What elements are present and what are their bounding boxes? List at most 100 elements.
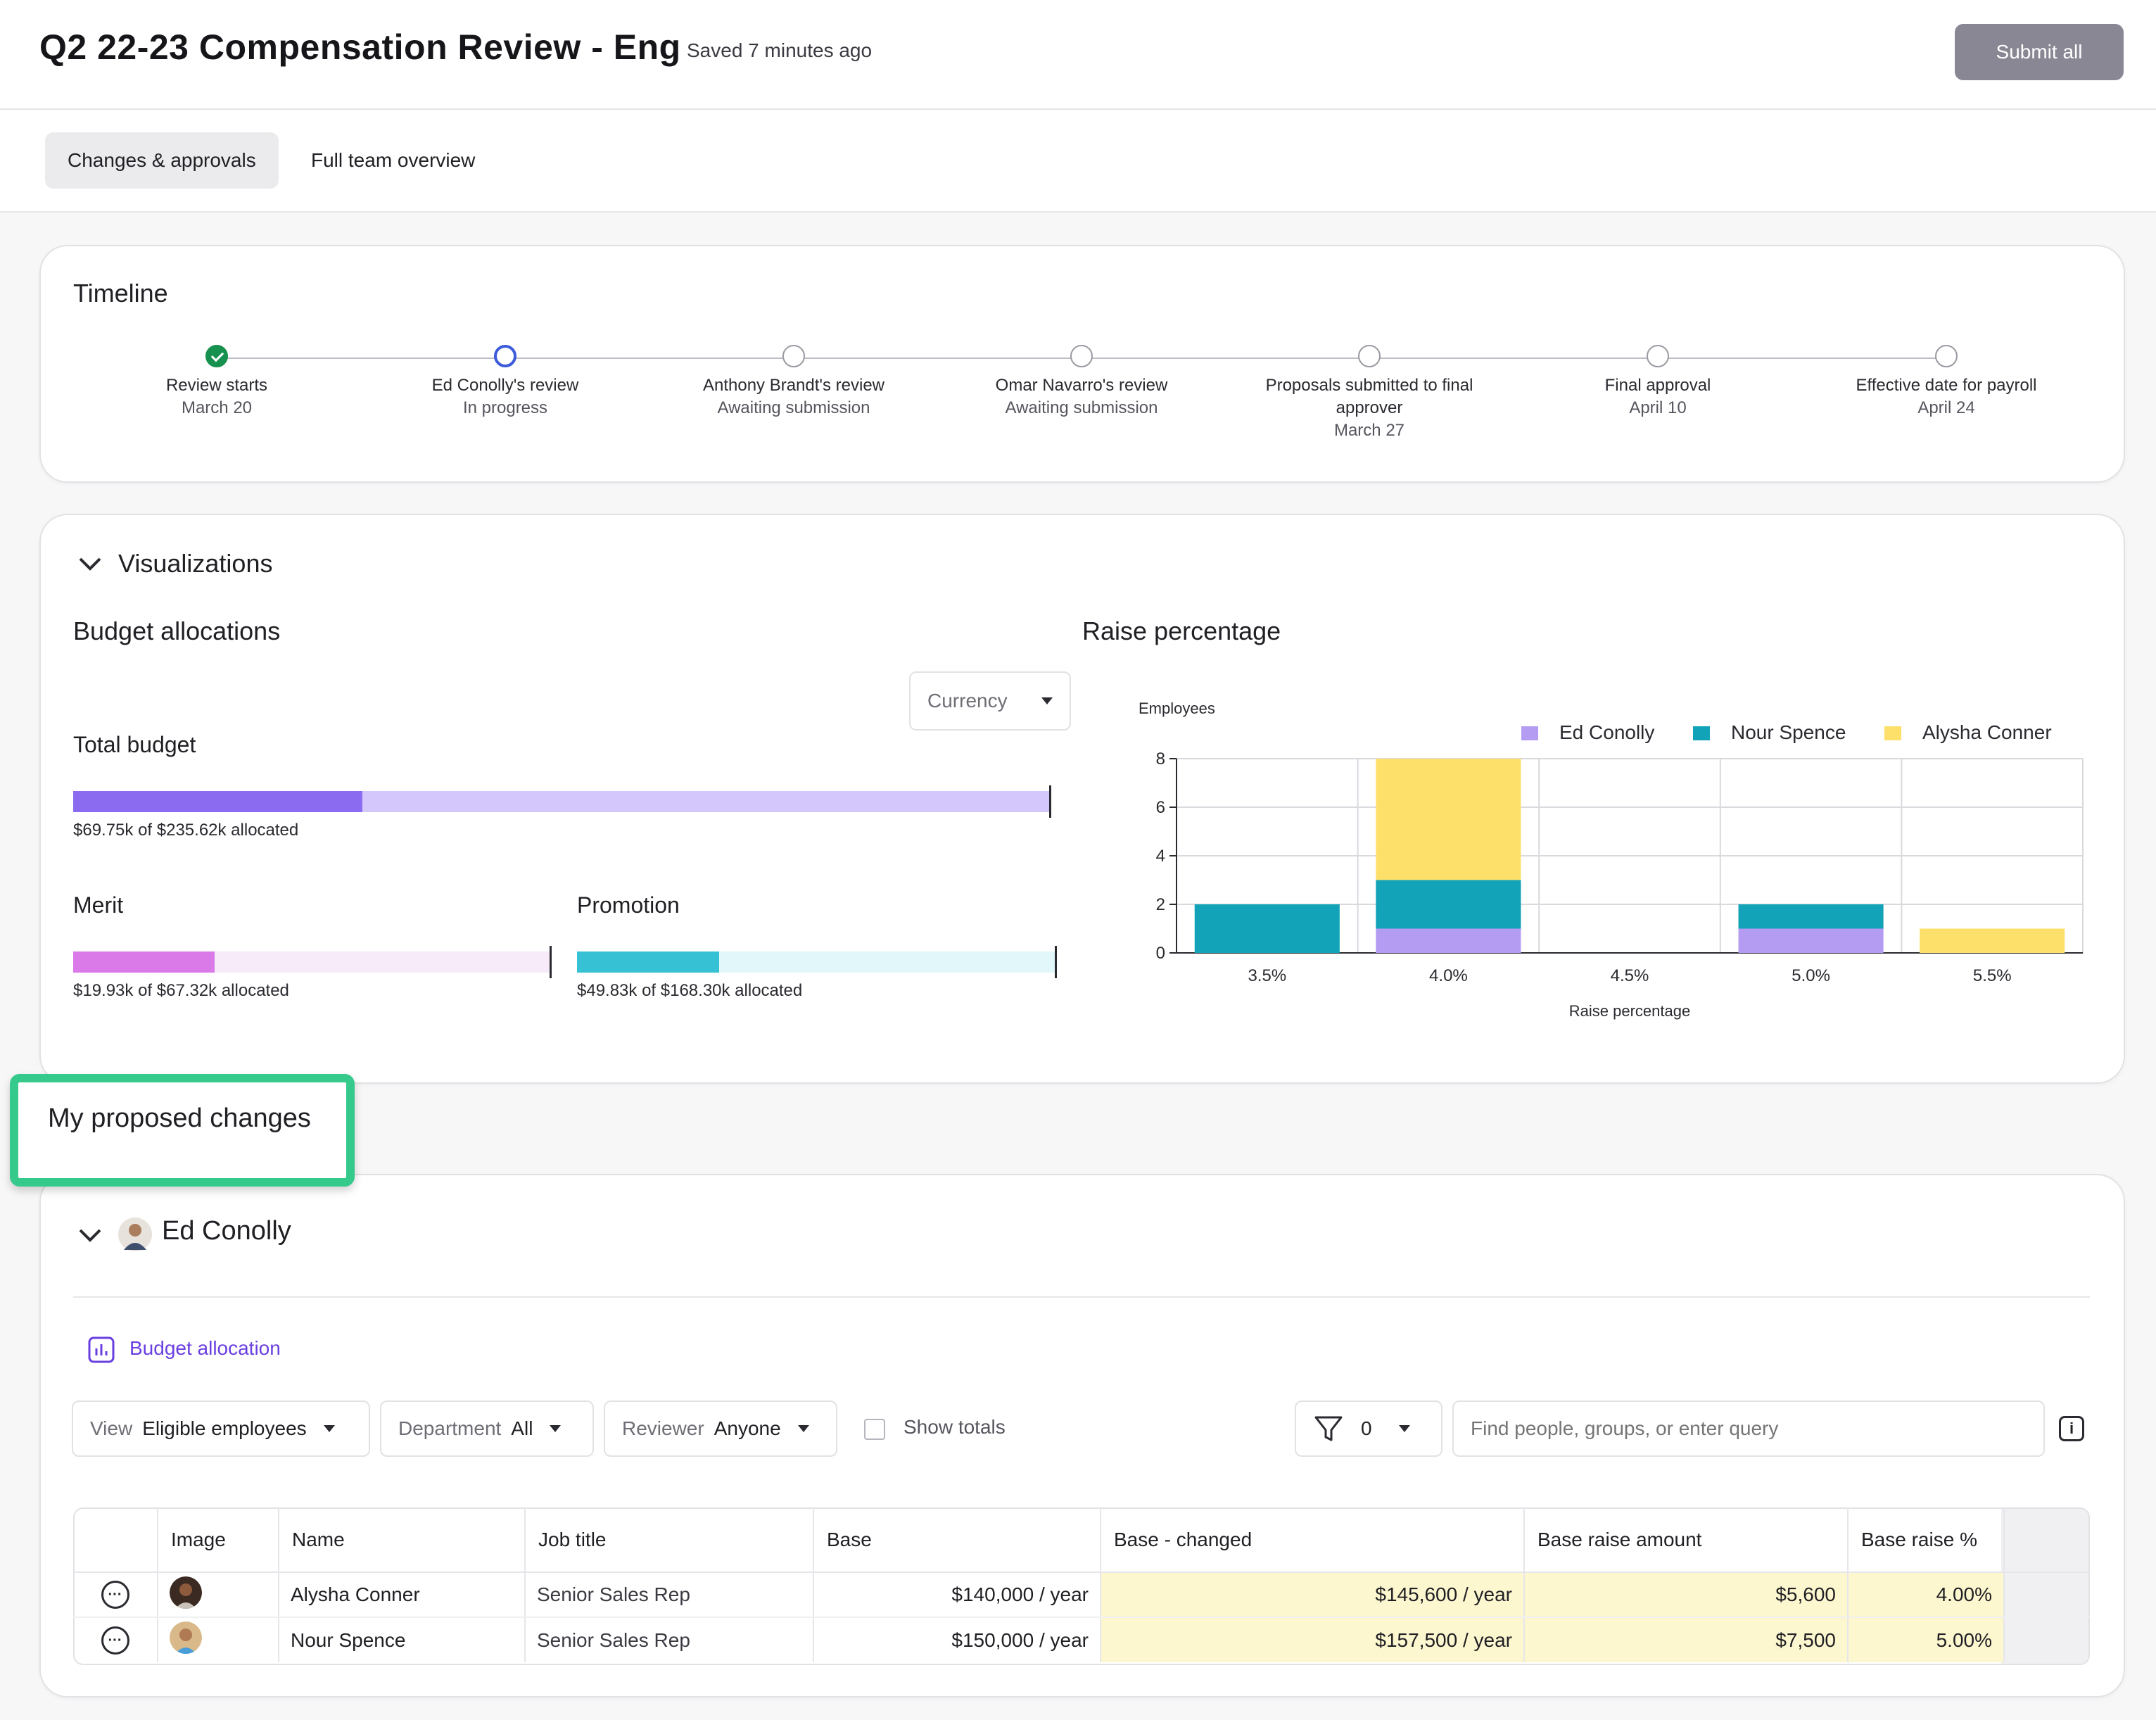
timeline-step-status: In progress [462, 398, 548, 417]
caret-down-icon [550, 1425, 562, 1432]
y-tick-label: 6 [1156, 798, 1165, 817]
budget-chart-icon [87, 1336, 115, 1367]
timeline-step-label: Effective date for payroll [1856, 376, 2037, 395]
timeline-step: Proposals submitted to final approver Mar… [1229, 345, 1510, 442]
step-circle-icon [1358, 345, 1381, 367]
column-header-base-raise-pct[interactable]: Base raise % [1848, 1507, 2005, 1573]
merit-bar [73, 946, 552, 978]
check-circle-icon [205, 345, 228, 367]
column-header-actions [73, 1507, 158, 1573]
step-circle-icon [1070, 345, 1093, 367]
currency-dropdown[interactable]: Currency [909, 671, 1071, 731]
legend-swatch [1693, 726, 1710, 740]
legend-swatch [1521, 726, 1538, 740]
y-axis-label: Employees [1139, 700, 1215, 717]
my-proposed-changes-highlight: My proposed changes [10, 1074, 355, 1187]
merit-label: Merit [73, 892, 124, 918]
show-totals-checkbox[interactable] [864, 1419, 885, 1440]
image-cell [158, 1617, 279, 1662]
my-proposed-changes-title: My proposed changes [48, 1104, 311, 1133]
base-cell: $150,000 / year [813, 1617, 1101, 1662]
budget-allocation-link[interactable]: Budget allocation [129, 1337, 281, 1359]
raise-percentage-title: Raise percentage [1082, 616, 1281, 645]
step-circle-icon [1647, 345, 1669, 367]
info-icon[interactable]: i [2059, 1416, 2084, 1441]
bar-alysha-conner [1920, 928, 2065, 953]
base-changed-cell[interactable]: $157,500 / year [1101, 1617, 1525, 1662]
page-title: Q2 22-23 Compensation Review - Eng [39, 27, 681, 67]
timeline-step-status: April 24 [1917, 398, 1975, 417]
column-header-base-raise-amount[interactable]: Base raise amount [1524, 1507, 1849, 1573]
base-raise-pct-cell[interactable]: 5.00% [1848, 1617, 2005, 1662]
timeline-step-label: Anthony Brandt's review [702, 376, 885, 395]
column-header-name[interactable]: Name [279, 1507, 526, 1573]
x-tick-label: 4.0% [1429, 966, 1468, 985]
advanced-filter-button[interactable]: 0 [1295, 1400, 1442, 1457]
base-changed-cell[interactable]: $145,600 / year [1101, 1572, 1525, 1618]
filter-count: 0 [1361, 1417, 1372, 1439]
timeline-step-status: March 27 [1333, 421, 1405, 440]
timeline-step-label: Omar Navarro's review [995, 376, 1168, 395]
section-collapse-chevron-icon[interactable] [76, 1225, 104, 1249]
bar-ed-conolly [1738, 928, 1884, 953]
comment-cell[interactable]: ··· [73, 1572, 158, 1618]
timeline-step: Review starts March 20 [76, 345, 357, 419]
x-tick-label: 5.0% [1792, 966, 1830, 985]
table-header-row: Image Name Job title Base Base - changed… [73, 1507, 2090, 1573]
total-budget-caption: $69.75k of $235.62k allocated [73, 821, 299, 840]
department-filter-label: Department [398, 1417, 502, 1439]
budget-allocations-title: Budget allocations [73, 616, 281, 645]
base-raise-pct-cell[interactable]: 4.00% [1848, 1572, 2005, 1618]
job-title-cell: Senior Sales Rep [525, 1617, 814, 1662]
timeline-step: Ed Conolly's review In progress [364, 345, 646, 419]
search-input[interactable] [1452, 1400, 2045, 1457]
x-tick-label: 3.5% [1248, 966, 1286, 985]
tab-changes-approvals[interactable]: Changes & approvals [45, 132, 279, 189]
table-row: ··· Alysha Conner Senior Sales Rep $140,… [73, 1572, 2090, 1618]
legend-swatch [1884, 726, 1901, 740]
timeline-step-status: Awaiting submission [1005, 398, 1158, 417]
step-circle-icon [494, 345, 516, 367]
currency-dropdown-label: Currency [927, 690, 1008, 712]
comment-icon[interactable]: ··· [101, 1581, 129, 1609]
y-tick-label: 8 [1156, 750, 1165, 769]
base-cell: $140,000 / year [813, 1572, 1101, 1618]
reviewer-filter-label: Reviewer [622, 1417, 704, 1439]
avatar [118, 1218, 152, 1255]
base-raise-amount-cell[interactable]: $7,500 [1524, 1617, 1849, 1662]
saved-status: Saved 7 minutes ago [687, 39, 873, 61]
submit-all-button[interactable]: Submit all [1955, 24, 2124, 80]
timeline-step-status: Awaiting submission [717, 398, 870, 417]
funnel-icon [1314, 1416, 1343, 1441]
timeline-step-label: Final approval [1604, 376, 1711, 395]
visualizations-title: Visualizations [118, 549, 273, 578]
base-raise-amount-cell[interactable]: $5,600 [1524, 1572, 1849, 1618]
caret-down-icon [797, 1425, 809, 1432]
chevron-down-icon[interactable] [76, 553, 104, 578]
column-header-base-changed[interactable]: Base - changed [1101, 1507, 1525, 1573]
timeline-step-label: Review starts [165, 376, 268, 395]
department-filter-dropdown[interactable]: Department All [380, 1400, 594, 1457]
comment-cell[interactable]: ··· [73, 1617, 158, 1662]
reviewer-filter-dropdown[interactable]: Reviewer Anyone [604, 1400, 837, 1457]
tab-full-team-overview[interactable]: Full team overview [311, 149, 476, 171]
comment-icon[interactable]: ··· [101, 1626, 129, 1655]
timeline-step: Anthony Brandt's review Awaiting submissi… [653, 345, 934, 419]
step-circle-icon [782, 345, 805, 367]
column-header-base[interactable]: Base [813, 1507, 1101, 1573]
view-filter-dropdown[interactable]: View Eligible employees [72, 1400, 370, 1457]
view-filter-label: View [90, 1417, 133, 1439]
column-header-job-title[interactable]: Job title [525, 1507, 814, 1573]
y-tick-label: 2 [1156, 895, 1165, 914]
raise-percentage-chart: Employees 0 2 4 6 8 3.5% 4.0% 4.5% 5.0% 5.5% Raise … [1139, 700, 2084, 1020]
bar-nour-spence [1194, 904, 1340, 953]
timeline-step: Effective date for payroll April 24 [1806, 345, 2087, 419]
total-budget-label: Total budget [73, 732, 196, 757]
name-cell: Nour Spence [279, 1617, 526, 1662]
timeline-step-status: April 10 [1629, 398, 1687, 417]
top-bar: Q2 22-23 Compensation Review - Eng Saved… [0, 0, 2156, 110]
column-header-image[interactable]: Image [158, 1507, 279, 1573]
timeline-step-label: Proposals submitted to final approver [1265, 376, 1473, 417]
legend-label: Ed Conolly [1559, 721, 1654, 743]
x-tick-label: 5.5% [1973, 966, 2012, 985]
